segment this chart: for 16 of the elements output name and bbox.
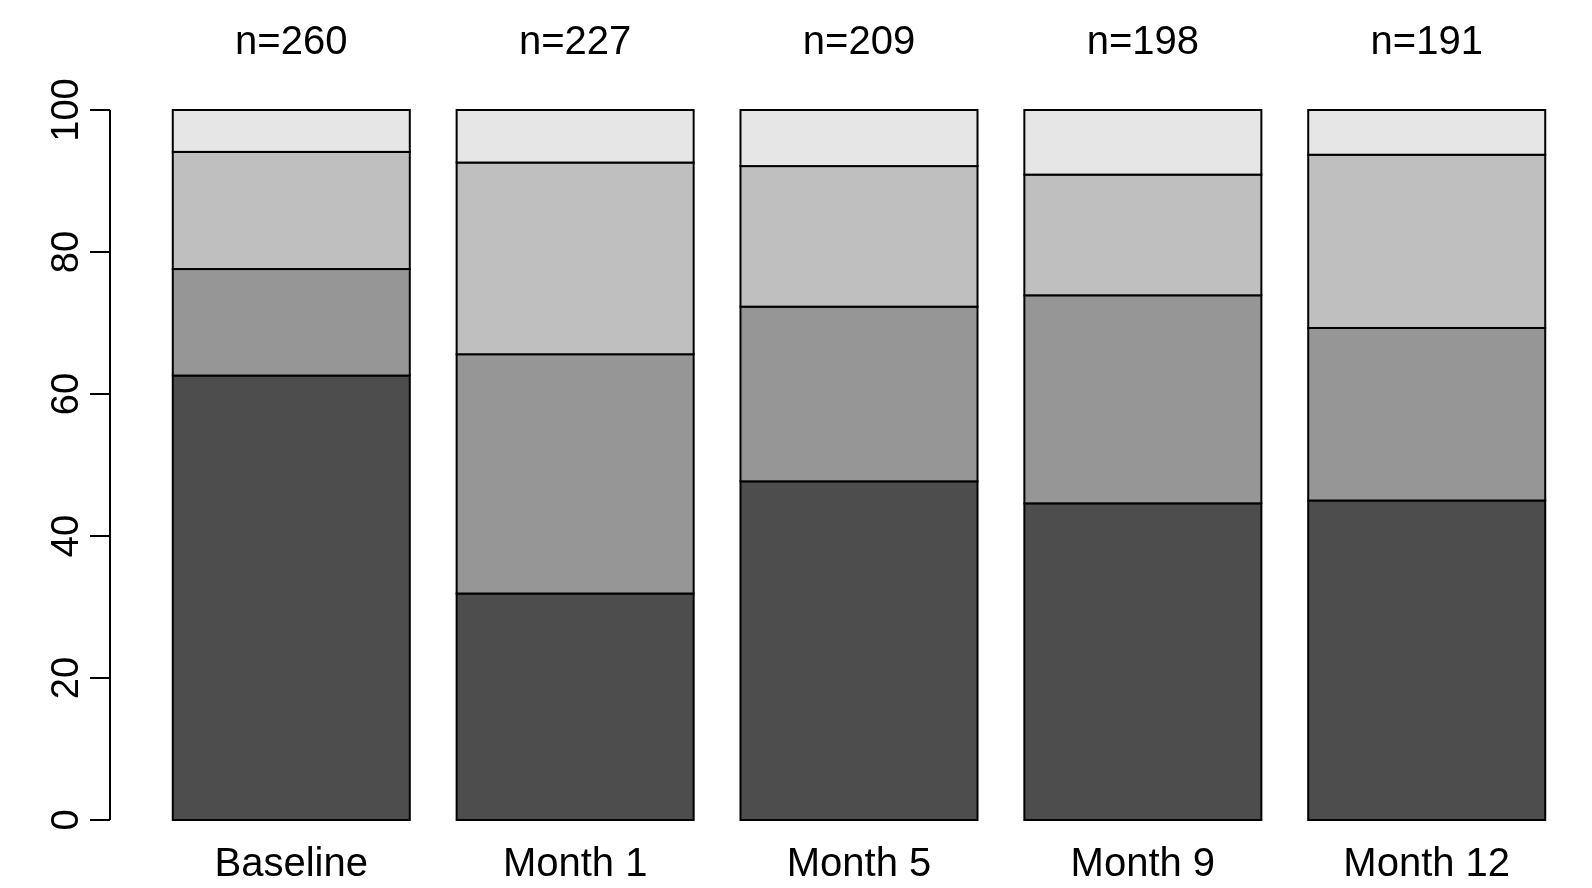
x-tick-label: Baseline (214, 840, 368, 884)
y-tick-label: 0 (44, 809, 86, 831)
y-tick-label: 20 (44, 656, 86, 700)
x-tick-label: Month 1 (502, 840, 648, 884)
y-tick-label: 100 (44, 78, 86, 142)
y-tick-label: 80 (44, 230, 86, 274)
x-tick-label: Month 9 (1070, 840, 1216, 884)
y-tick-label: 60 (44, 372, 86, 416)
text: n=227 (518, 18, 632, 62)
text: n=209 (802, 18, 916, 62)
x-tick-label: Month 5 (786, 840, 932, 884)
text: n=260 (235, 18, 348, 62)
x-tick-label: Month 12 (1343, 840, 1511, 884)
text: n=191 (1370, 18, 1483, 62)
y-tick-label: 40 (44, 514, 86, 558)
text: n=198 (1086, 18, 1200, 62)
